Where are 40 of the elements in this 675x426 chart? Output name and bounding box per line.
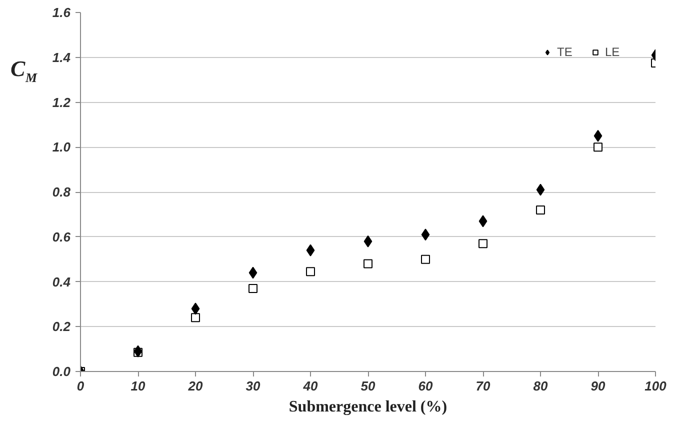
y-tick-label: 0.0 (52, 364, 72, 379)
point (536, 205, 545, 214)
point (536, 184, 545, 196)
legend-label: TE (557, 45, 574, 59)
y-tick-label: 0.2 (52, 319, 72, 334)
x-tick-label: 90 (590, 378, 606, 394)
y-tick-label: 1.4 (52, 50, 72, 65)
point (594, 142, 602, 152)
point (364, 259, 372, 268)
x-tick-label: 40 (302, 378, 318, 394)
x-tick-label: 50 (360, 378, 376, 394)
x-tick-label: 10 (130, 378, 146, 394)
point (248, 284, 258, 293)
x-tick-label: 20 (187, 378, 204, 394)
point (478, 215, 488, 228)
point (191, 313, 200, 322)
point (248, 266, 258, 279)
point (134, 345, 142, 358)
point (421, 254, 430, 264)
point (594, 130, 602, 142)
x-axis-title: Submergence level (%) (288, 398, 448, 416)
y-tick-label: 1.2 (52, 94, 72, 110)
point (364, 235, 372, 248)
point (478, 239, 488, 248)
y-tick-label: 0.8 (52, 184, 72, 200)
x-tick-label: 80 (533, 378, 548, 394)
x-tick-label: 100 (644, 378, 668, 394)
x-tick-label: 0 (76, 378, 85, 394)
x-tick-label: 30 (246, 378, 261, 394)
point (306, 267, 315, 276)
y-tick-label: 0.6 (52, 229, 72, 244)
point (306, 244, 315, 256)
x-tick-label: 70 (476, 378, 491, 394)
point (191, 302, 200, 315)
y-tick-label: 0.4 (52, 274, 72, 290)
y-tick-label: 1.0 (52, 140, 72, 155)
x-tick-label: 60 (418, 378, 434, 394)
point (421, 228, 430, 241)
legend-label: LE (605, 45, 621, 59)
y-tick-label: 1.6 (52, 5, 72, 20)
